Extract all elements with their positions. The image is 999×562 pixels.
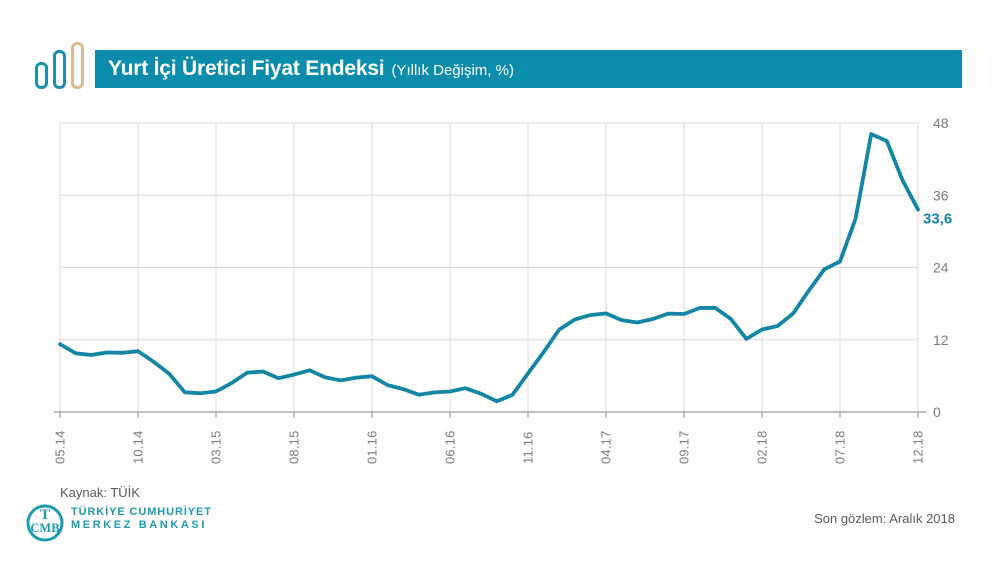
logo-bar-medium	[53, 50, 66, 89]
x-axis-label: 05.14	[53, 430, 68, 464]
x-axis-label: 01.16	[365, 430, 380, 464]
x-axis-label: 12.18	[911, 430, 926, 464]
x-axis-label: 06.16	[443, 430, 458, 464]
x-axis-label: 11.16	[521, 431, 536, 464]
logo-bar-tall	[71, 42, 84, 89]
source-note: Kaynak: TÜİK	[60, 485, 140, 500]
x-axis-label: 04.17	[599, 430, 614, 464]
x-axis-label: 07.18	[833, 430, 848, 464]
y-axis-label: 12	[933, 332, 949, 348]
x-axis-label: 08.15	[287, 430, 302, 464]
y-axis-label: 36	[933, 187, 949, 203]
x-axis-label: 09.17	[677, 430, 692, 464]
last-observation-note: Son gözlem: Aralık 2018	[814, 511, 955, 526]
svg-text:T: T	[40, 507, 50, 523]
y-axis-label: 24	[933, 260, 949, 276]
logo-bar-small	[35, 62, 48, 89]
page-title: Yurt İçi Üretici Fiyat Endeksi	[108, 57, 385, 80]
x-axis-label: 10.14	[131, 430, 146, 464]
bank-name-line1: TÜRKİYE CUMHURİYET	[71, 506, 212, 518]
x-axis-label: 02.18	[755, 430, 770, 464]
bank-name-line2: MERKEZ BANKASI	[71, 518, 208, 531]
bank-name: TÜRKİYE CUMHURİYET MERKEZ BANKASI	[71, 506, 212, 531]
bar-chart-logo-icon	[35, 42, 87, 89]
svg-text:CMB: CMB	[30, 521, 59, 535]
tcmb-logo-icon: T CMB	[24, 502, 66, 544]
x-axis-label: 03.15	[209, 430, 224, 464]
last-value-label: 33,6	[923, 210, 952, 227]
y-axis-label: 48	[933, 115, 949, 131]
data-line-series	[58, 132, 920, 404]
y-axis-label: 0	[933, 404, 941, 420]
page-subtitle: (Yıllık Değişim, %)	[391, 62, 514, 79]
title-banner: Yurt İçi Üretici Fiyat Endeksi (Yıllık D…	[95, 50, 962, 88]
